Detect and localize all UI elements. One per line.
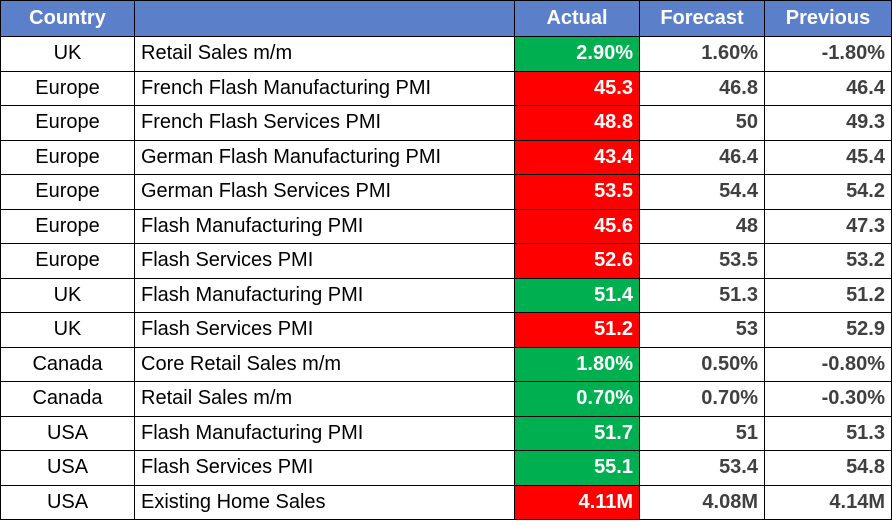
forecast-value-cell: 51.3	[639, 277, 765, 313]
country-cell: UK	[0, 312, 135, 348]
forecast-value-cell: 1.60%	[639, 36, 765, 72]
table-header: Country Actual Forecast Previous	[0, 0, 892, 37]
country-cell: USA	[0, 415, 135, 451]
previous-value-cell: 46.4	[764, 70, 892, 106]
forecast-value-cell: 53	[639, 312, 765, 348]
previous-value-cell: -0.30%	[764, 381, 892, 417]
actual-value-cell: 51.4	[514, 277, 640, 313]
event-cell: German Flash Services PMI	[134, 174, 515, 210]
forecast-value-cell: 54.4	[639, 174, 765, 210]
header-row: Country Actual Forecast Previous	[0, 0, 892, 37]
table-row: Canada Core Retail Sales m/m 1.80% 0.50% -0.…	[0, 346, 892, 382]
forecast-column-header: Forecast	[639, 0, 765, 37]
country-cell: Europe	[0, 208, 135, 244]
event-cell: Flash Services PMI	[134, 312, 515, 348]
country-cell: UK	[0, 36, 135, 72]
event-cell: Retail Sales m/m	[134, 36, 515, 72]
actual-value-cell: 45.3	[514, 70, 640, 106]
actual-value-cell: 45.6	[514, 208, 640, 244]
forecast-value-cell: 50	[639, 105, 765, 141]
table-row: Europe German Flash Manufacturing PMI 43.4…	[0, 139, 892, 175]
forecast-value-cell: 46.4	[639, 139, 765, 175]
actual-value-cell: 1.80%	[514, 346, 640, 382]
country-cell: USA	[0, 484, 135, 520]
event-cell: Flash Services PMI	[134, 243, 515, 279]
economic-calendar-table: Country Actual Forecast Previous UK Retai…	[0, 0, 892, 520]
actual-value-cell: 51.7	[514, 415, 640, 451]
country-cell: USA	[0, 450, 135, 486]
event-column-header	[134, 0, 515, 37]
actual-value-cell: 53.5	[514, 174, 640, 210]
table-row: UK Flash Services PMI 51.2 53 52.9	[0, 312, 892, 348]
previous-value-cell: 51.3	[764, 415, 892, 451]
forecast-value-cell: 51	[639, 415, 765, 451]
actual-value-cell: 4.11M	[514, 484, 640, 520]
country-cell: Europe	[0, 105, 135, 141]
previous-value-cell: 53.2	[764, 243, 892, 279]
country-cell: Europe	[0, 174, 135, 210]
previous-value-cell: 51.2	[764, 277, 892, 313]
forecast-value-cell: 4.08M	[639, 484, 765, 520]
previous-value-cell: 47.3	[764, 208, 892, 244]
event-cell: Retail Sales m/m	[134, 381, 515, 417]
actual-value-cell: 43.4	[514, 139, 640, 175]
table-body: UK Retail Sales m/m 2.90% 1.60% -1.80% Europe…	[0, 36, 892, 520]
event-cell: Core Retail Sales m/m	[134, 346, 515, 382]
event-cell: Flash Services PMI	[134, 450, 515, 486]
actual-value-cell: 51.2	[514, 312, 640, 348]
forecast-value-cell: 48	[639, 208, 765, 244]
actual-value-cell: 48.8	[514, 105, 640, 141]
forecast-value-cell: 46.8	[639, 70, 765, 106]
previous-value-cell: 54.8	[764, 450, 892, 486]
event-cell: Flash Manufacturing PMI	[134, 415, 515, 451]
table-row: Europe Flash Manufacturing PMI 45.6 48 47.3	[0, 208, 892, 244]
country-cell: Canada	[0, 381, 135, 417]
event-cell: French Flash Manufacturing PMI	[134, 70, 515, 106]
country-cell: Europe	[0, 70, 135, 106]
table-row: USA Flash Services PMI 55.1 53.4 54.8	[0, 450, 892, 486]
country-cell: Europe	[0, 243, 135, 279]
table-row: Europe French Flash Services PMI 48.8 50 49.…	[0, 105, 892, 141]
event-cell: French Flash Services PMI	[134, 105, 515, 141]
previous-value-cell: -1.80%	[764, 36, 892, 72]
previous-value-cell: 54.2	[764, 174, 892, 210]
event-cell: Existing Home Sales	[134, 484, 515, 520]
country-cell: UK	[0, 277, 135, 313]
previous-value-cell: 4.14M	[764, 484, 892, 520]
event-cell: German Flash Manufacturing PMI	[134, 139, 515, 175]
forecast-value-cell: 53.5	[639, 243, 765, 279]
previous-value-cell: 49.3	[764, 105, 892, 141]
previous-value-cell: 52.9	[764, 312, 892, 348]
previous-value-cell: -0.80%	[764, 346, 892, 382]
actual-value-cell: 55.1	[514, 450, 640, 486]
country-cell: Canada	[0, 346, 135, 382]
country-cell: Europe	[0, 139, 135, 175]
actual-value-cell: 2.90%	[514, 36, 640, 72]
event-cell: Flash Manufacturing PMI	[134, 277, 515, 313]
forecast-value-cell: 0.50%	[639, 346, 765, 382]
actual-column-header: Actual	[514, 0, 640, 37]
table-row: Europe German Flash Services PMI 53.5 54.4 5…	[0, 174, 892, 210]
forecast-value-cell: 53.4	[639, 450, 765, 486]
table-row: UK Flash Manufacturing PMI 51.4 51.3 51.2	[0, 277, 892, 313]
previous-value-cell: 45.4	[764, 139, 892, 175]
table-row: UK Retail Sales m/m 2.90% 1.60% -1.80%	[0, 36, 892, 72]
actual-value-cell: 0.70%	[514, 381, 640, 417]
event-cell: Flash Manufacturing PMI	[134, 208, 515, 244]
country-column-header: Country	[0, 0, 135, 37]
table-row: Europe French Flash Manufacturing PMI 45.3…	[0, 70, 892, 106]
table-row: USA Existing Home Sales 4.11M 4.08M 4.14M	[0, 484, 892, 520]
actual-value-cell: 52.6	[514, 243, 640, 279]
table-row: Europe Flash Services PMI 52.6 53.5 53.2	[0, 243, 892, 279]
table-row: USA Flash Manufacturing PMI 51.7 51 51.3	[0, 415, 892, 451]
previous-column-header: Previous	[764, 0, 892, 37]
forecast-value-cell: 0.70%	[639, 381, 765, 417]
table-row: Canada Retail Sales m/m 0.70% 0.70% -0.30%	[0, 381, 892, 417]
